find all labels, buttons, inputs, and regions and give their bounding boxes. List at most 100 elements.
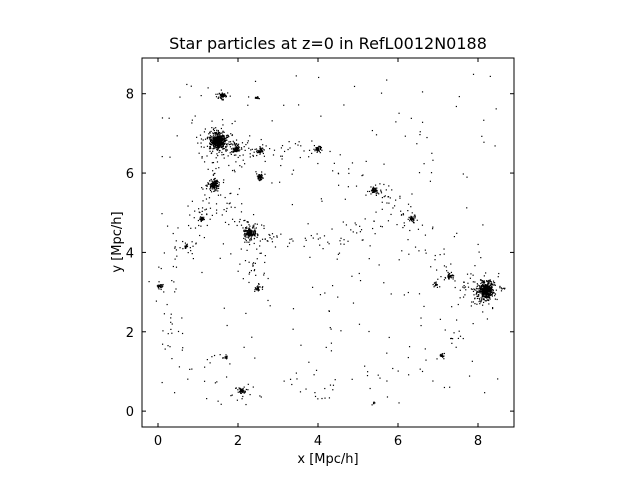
star-particle (253, 270, 255, 272)
star-particle (217, 132, 220, 134)
y-tick-label: 8 (126, 88, 134, 103)
star-particle (211, 185, 213, 187)
star-particle (219, 149, 221, 152)
star-particle (220, 142, 223, 144)
star-particle (201, 207, 204, 209)
star-particle (393, 205, 396, 207)
star-particle (244, 229, 246, 231)
star-particle (391, 189, 393, 191)
star-particle (380, 225, 382, 227)
star-particle (247, 140, 249, 142)
star-particle (162, 285, 164, 287)
star-particle (450, 337, 453, 340)
star-particle (489, 295, 491, 297)
star-particle (413, 219, 415, 222)
star-particle (259, 395, 261, 397)
star-particle (218, 142, 221, 144)
star-particle (163, 291, 165, 293)
star-particle (209, 188, 211, 190)
star-particle (455, 346, 457, 348)
star-particle (248, 224, 250, 226)
star-particle (239, 391, 241, 393)
star-particle (358, 323, 361, 325)
star-particle (247, 104, 249, 106)
star-particle (484, 286, 487, 288)
star-particle (283, 150, 286, 153)
star-particle (177, 227, 179, 229)
star-particle (249, 238, 251, 240)
star-particle (240, 211, 243, 213)
star-particle (309, 256, 311, 258)
star-particle (378, 193, 380, 195)
star-particle (488, 285, 491, 288)
star-particle (483, 287, 485, 289)
star-particle (252, 154, 254, 157)
star-particle (476, 285, 478, 288)
star-particle (211, 120, 213, 122)
star-particle (315, 369, 318, 371)
star-particle (222, 148, 225, 150)
star-particle (261, 176, 263, 178)
star-particle (499, 287, 501, 289)
star-particle (235, 161, 237, 163)
star-particle (475, 289, 477, 291)
star-particle (211, 356, 213, 358)
star-particle (227, 155, 229, 157)
star-particle (398, 112, 400, 114)
star-particle (274, 246, 277, 248)
star-particle (480, 300, 482, 302)
star-particle (488, 288, 490, 290)
star-particle (482, 280, 485, 282)
star-particle (223, 179, 225, 181)
star-particle (492, 292, 494, 295)
star-particle (472, 323, 474, 325)
star-particle (472, 290, 475, 292)
star-particle (223, 138, 226, 140)
star-particle (481, 135, 483, 137)
star-particle (235, 387, 237, 389)
star-particle (321, 397, 323, 400)
star-particle (258, 283, 260, 286)
star-particle (224, 142, 226, 145)
star-particle (241, 398, 243, 400)
star-particle (217, 194, 220, 196)
star-particle (479, 292, 481, 294)
star-particle (207, 87, 209, 89)
star-particle (476, 290, 478, 292)
star-particle (221, 151, 223, 154)
star-particle (446, 270, 448, 272)
star-particle (484, 281, 486, 283)
star-particle (486, 318, 489, 320)
star-particle (250, 238, 252, 240)
star-particle (414, 215, 416, 218)
star-particle (249, 233, 251, 235)
star-particle (413, 218, 415, 220)
star-particle (281, 158, 283, 160)
star-particle (419, 368, 421, 370)
star-particle (256, 151, 258, 153)
star-particle (238, 146, 240, 148)
star-particle (210, 191, 213, 193)
star-particle (230, 253, 232, 255)
star-particle (476, 292, 478, 295)
star-particle (216, 185, 218, 187)
star-particle (190, 250, 192, 252)
star-particle (273, 149, 276, 151)
star-particle (448, 273, 450, 275)
star-particle (212, 134, 215, 136)
star-particle (257, 288, 259, 291)
star-particle (494, 145, 496, 147)
star-particle (307, 223, 309, 225)
star-particle (490, 288, 492, 290)
star-particle (500, 287, 503, 289)
star-particle (226, 145, 228, 147)
star-particle (388, 336, 390, 339)
star-particle (480, 286, 482, 289)
star-particle (225, 138, 227, 140)
star-particle (482, 298, 485, 301)
star-particle (215, 139, 218, 141)
star-particle (252, 234, 254, 236)
star-particle (257, 152, 259, 154)
star-particle (249, 135, 251, 137)
star-particle (216, 149, 218, 151)
